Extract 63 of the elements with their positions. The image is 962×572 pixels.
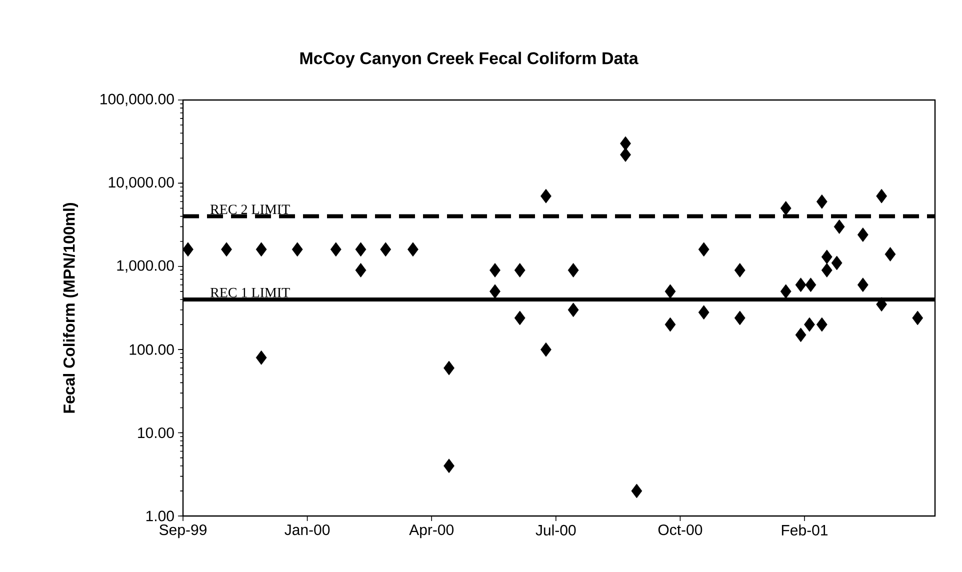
point [444,458,454,474]
y-tick-label: 1.00 [146,510,174,522]
point [355,242,366,257]
point [568,302,579,318]
y-tick-label: 1,000.00 [117,260,174,273]
point [380,242,392,257]
y-axis-title: Fecal Coliform (MPN/100ml) [63,203,78,413]
ref-line-label: REC 1 LIMIT [210,288,290,298]
point [698,305,710,320]
point [884,247,896,262]
point [816,317,828,332]
point [514,310,526,326]
point [514,262,526,278]
point [221,242,232,257]
point [734,262,746,278]
point [876,188,888,204]
point [821,262,832,278]
point [698,242,710,257]
x-tick-label: Jul-00 [536,524,576,536]
point [540,342,552,357]
point [664,317,676,332]
y-tick-label: 10.00 [138,427,174,438]
x-tick-label: Feb-01 [782,524,828,536]
y-tick-label: 100.00 [130,344,174,355]
point [795,328,806,342]
point [568,262,579,278]
point [876,297,888,312]
point [734,310,746,326]
point [330,242,342,257]
point [664,284,676,299]
point [182,242,194,257]
point [490,262,500,278]
point [821,250,832,264]
point [831,256,842,270]
chart-title: McCoy Canyon Creek Fecal Coliform Data [300,52,638,68]
point [795,278,806,292]
point [355,262,366,278]
point [804,317,815,332]
point [857,278,868,292]
point [816,194,828,209]
point [408,242,418,257]
point [620,136,631,151]
point [912,310,924,326]
point [490,284,500,299]
point [780,284,792,299]
point [805,278,816,292]
point [444,360,454,376]
point [256,350,267,365]
x-tick-label: Sep-99 [160,524,206,538]
point [256,242,267,257]
point [857,228,868,242]
point [631,484,642,498]
point [620,147,631,162]
x-tick-label: Oct-00 [658,524,702,536]
point [780,201,792,216]
ref-line-label: REC 2 LIMIT [210,204,290,214]
point [540,188,552,204]
point [292,242,303,257]
x-tick-label: Jan-00 [284,524,330,536]
y-tick-label: 10,000.00 [108,176,174,190]
x-tick-label: Apr-00 [409,524,454,538]
y-tick-label: 100,000.00 [100,94,174,106]
point [834,219,845,234]
